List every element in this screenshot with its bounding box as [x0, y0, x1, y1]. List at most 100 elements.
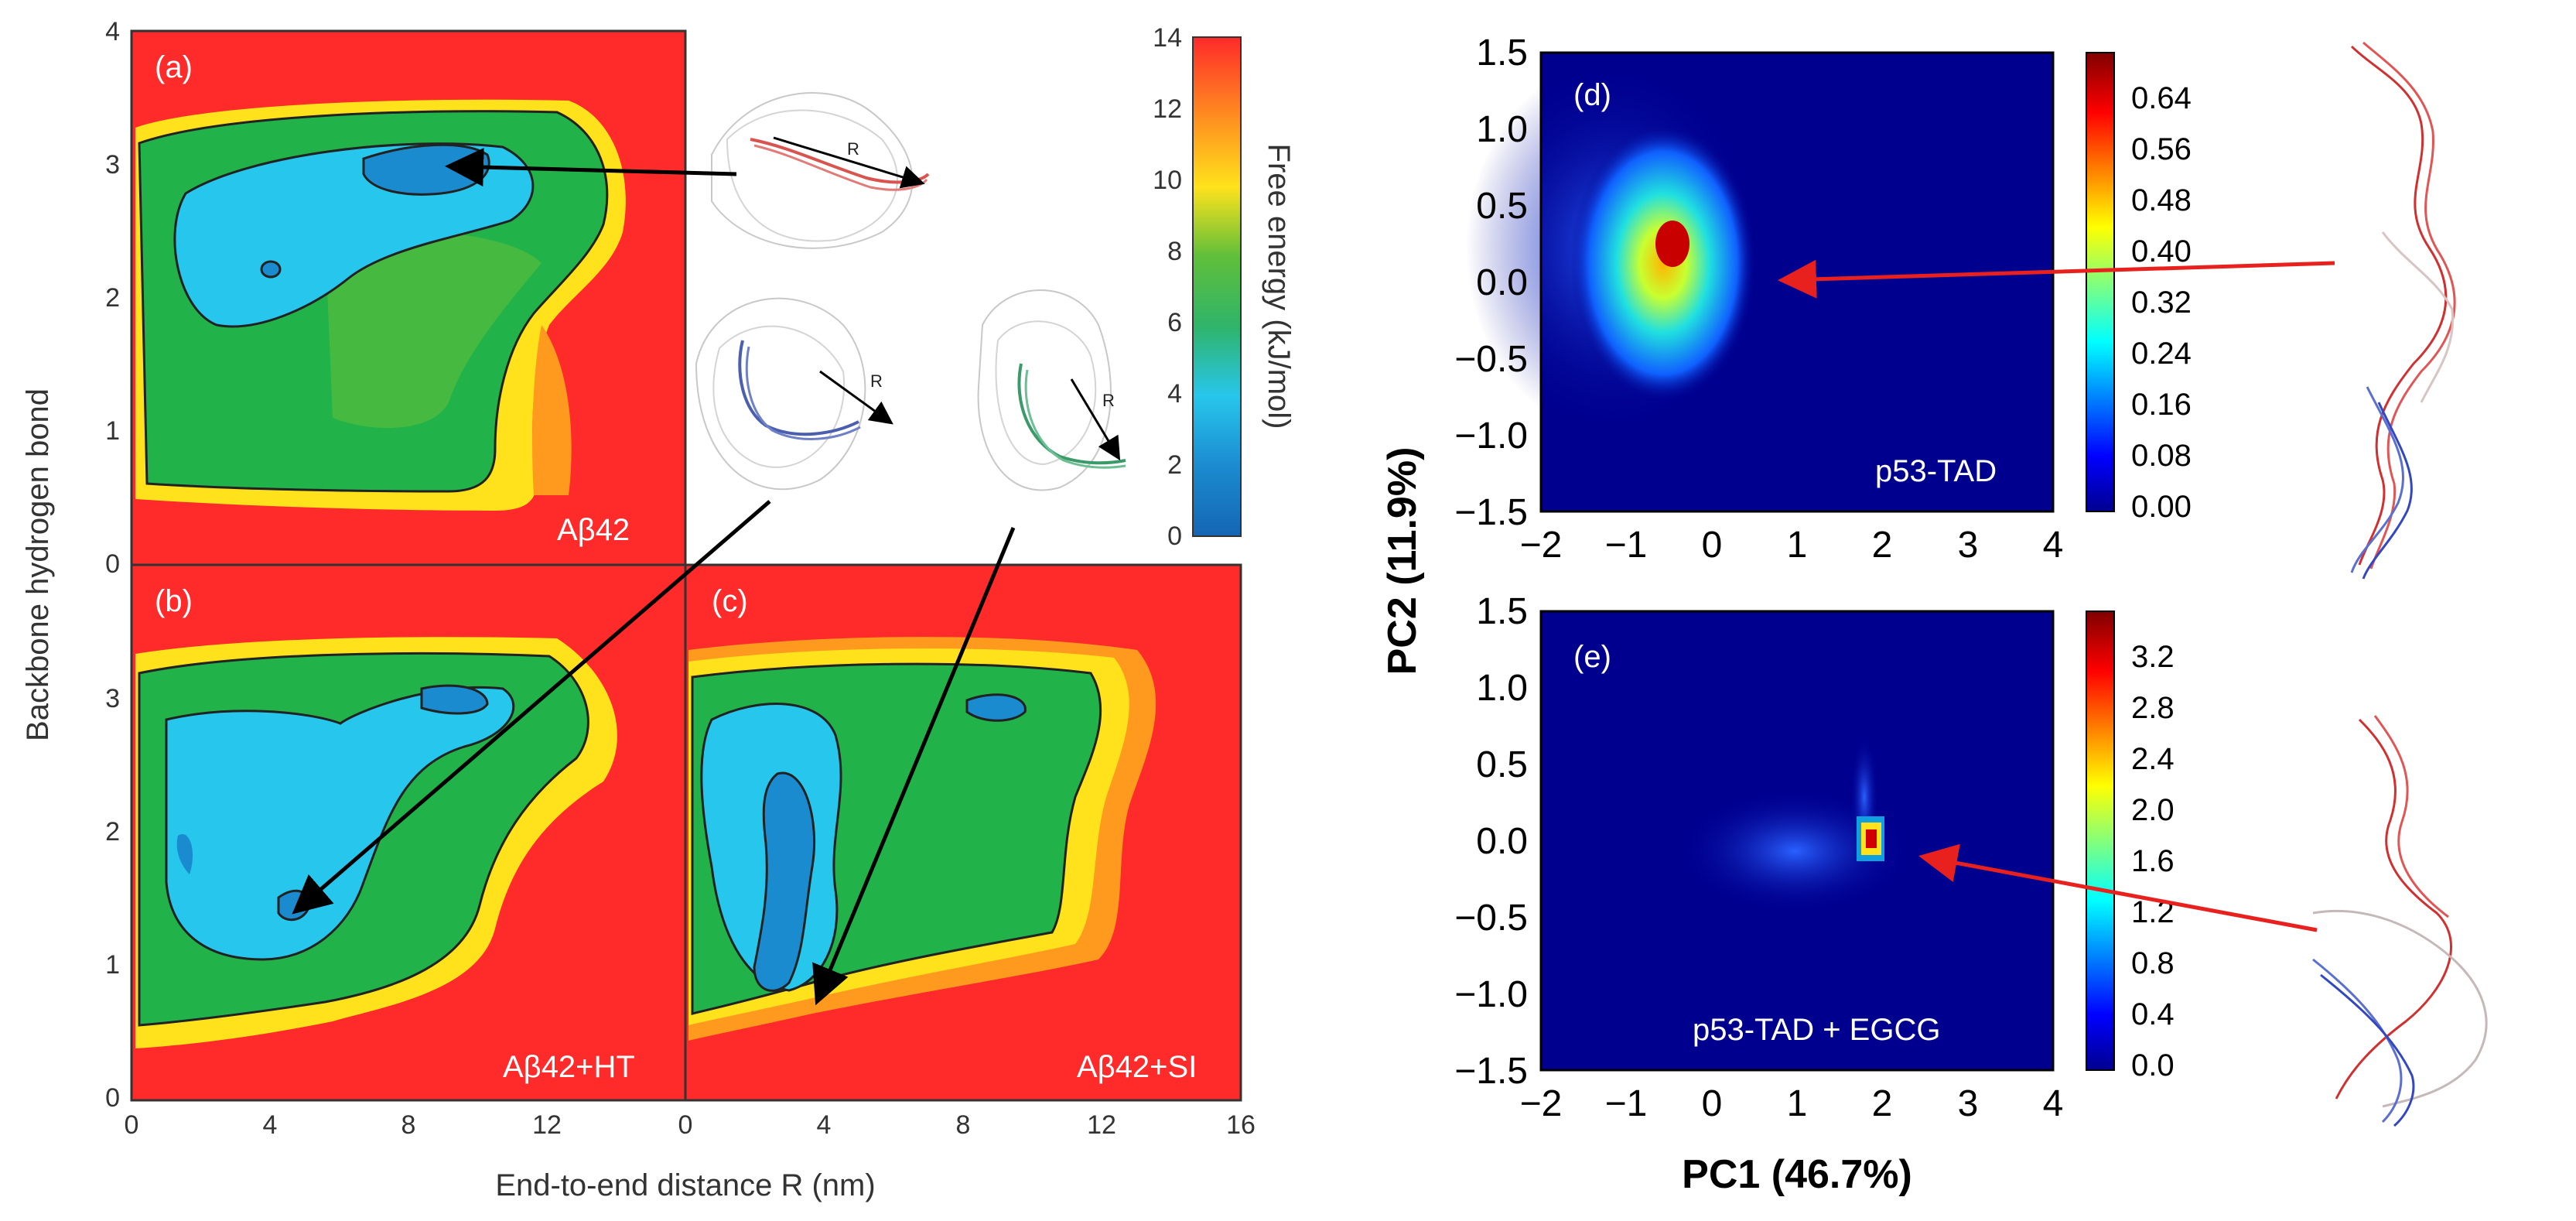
- y-ticks-e: 1.5 1.0 0.5 0.0 −0.5 −1.0 −1.5: [1454, 591, 1528, 1092]
- cb-d-tick-056: 0.56: [2131, 132, 2192, 166]
- colorbar-e: 3.2 2.8 2.4 2.0 1.6 1.2 0.8 0.4 0.0: [2086, 610, 2175, 1082]
- contour-c-blue2: [965, 693, 1027, 722]
- r-arrow-b: [819, 370, 893, 425]
- y-tick-d-6: −1.5: [1454, 492, 1528, 533]
- panel-e-name: p53-TAD + EGCG: [1693, 1013, 1940, 1047]
- x-tick-b-8: 8: [401, 1110, 416, 1140]
- panel-c-label: (c): [712, 584, 748, 618]
- panel-e-peak-inner: [1866, 829, 1877, 848]
- y-tick-b-0: 0: [105, 1083, 120, 1113]
- pointer-arrows-right: [1778, 259, 2335, 932]
- contour-a-lightgreen: [325, 229, 542, 429]
- colorbar-d-ticks: 0.64 0.56 0.48 0.40 0.32 0.24 0.16 0.08 …: [2131, 81, 2192, 524]
- x-tick-e-1: −1: [1605, 1083, 1648, 1124]
- y-ticks-b: 3 2 1 0: [105, 684, 120, 1113]
- structure-right-bottom: [2312, 715, 2488, 1127]
- panel-d-name: p53-TAD: [1875, 454, 1997, 488]
- x-tick-d-5: 3: [1958, 525, 1979, 566]
- right-y-axis-label: PC2 (11.9%): [1380, 447, 1425, 675]
- x-ticks-c: 0 4 8 12 16: [678, 1110, 1256, 1140]
- y-tick-d-2: 0.5: [1476, 186, 1528, 227]
- x-tick-e-2: 0: [1702, 1083, 1723, 1124]
- y-tick-a-0: 0: [105, 549, 120, 579]
- y-tick-e-4: −0.5: [1454, 898, 1528, 939]
- panel-a: (a) Aβ42: [130, 29, 687, 566]
- x-tick-d-1: −1: [1605, 525, 1648, 566]
- x-tick-b-0: 0: [125, 1110, 139, 1140]
- cb-e-tick-08: 0.8: [2131, 946, 2175, 980]
- cb-d-tick-040: 0.40: [2131, 234, 2192, 268]
- colorbar-e-ticks: 3.2 2.8 2.4 2.0 1.6 1.2 0.8 0.4 0.0: [2131, 640, 2175, 1082]
- cb-d-tick-008: 0.08: [2131, 439, 2192, 473]
- cb-d-tick-064: 0.64: [2131, 81, 2192, 115]
- x-tick-c-16: 16: [1226, 1110, 1256, 1140]
- cb-d-tick-048: 0.48: [2131, 183, 2192, 217]
- cb-free-tick-2: 2: [1167, 450, 1182, 480]
- free-energy-label: Free energy (kJ/mol): [1262, 144, 1296, 429]
- r-label-c: R: [1102, 391, 1115, 410]
- r-label-a: R: [847, 139, 859, 159]
- x-tick-c-0: 0: [678, 1110, 693, 1140]
- cb-e-tick-00: 0.0: [2131, 1048, 2175, 1082]
- r-label-b: R: [870, 371, 883, 391]
- y-tick-e-0: 1.5: [1476, 591, 1528, 632]
- y-tick-a-1: 1: [105, 416, 120, 446]
- structure-inset-a: [711, 92, 930, 249]
- free-energy-ticks: 14 12 10 8 6 4 2 0: [1153, 23, 1182, 551]
- y-tick-a-4: 4: [105, 17, 120, 46]
- colorbar-d: 0.64 0.56 0.48 0.40 0.32 0.24 0.16 0.08 …: [2086, 52, 2192, 524]
- y-tick-a-3: 3: [105, 150, 120, 180]
- right-axes: 1.5 1.0 0.5 0.0 −0.5 −1.0 −1.5 −2 −1 0 1…: [1380, 32, 2063, 1197]
- contour-b-blue1: [420, 684, 489, 715]
- y-tick-a-2: 2: [105, 283, 120, 313]
- panel-e: (e) p53-TAD + EGCG: [1539, 610, 2055, 1072]
- cb-free-tick-4: 4: [1167, 379, 1182, 409]
- contour-c-blue1: [753, 771, 815, 992]
- cb-e-tick-32: 3.2: [2131, 640, 2175, 674]
- y-tick-d-0: 1.5: [1476, 32, 1528, 74]
- panel-c-name: Aβ42+SI: [1077, 1050, 1197, 1084]
- right-x-axis-label: PC1 (46.7%): [1682, 1152, 1912, 1197]
- x-tick-b-12: 12: [532, 1110, 562, 1140]
- y-tick-d-1: 1.0: [1476, 109, 1528, 150]
- panel-e-label: (e): [1573, 640, 1611, 674]
- x-tick-d-4: 2: [1872, 525, 1893, 566]
- cb-free-tick-12: 12: [1153, 94, 1182, 124]
- x-tick-e-3: 1: [1787, 1083, 1808, 1124]
- y-tick-b-2: 2: [105, 817, 120, 846]
- free-energy-colorbar-bar: [1192, 36, 1242, 537]
- x-tick-e-5: 3: [1958, 1083, 1979, 1124]
- x-ticks-d: −2 −1 0 1 2 3 4: [1520, 525, 2064, 566]
- cb-free-tick-10: 10: [1153, 166, 1182, 195]
- x-ticks-b: 0 4 8 12: [125, 1110, 562, 1140]
- panel-d-label: (d): [1573, 78, 1611, 112]
- x-tick-e-4: 2: [1872, 1083, 1893, 1124]
- contour-b-cyan: [165, 686, 515, 961]
- x-tick-c-12: 12: [1087, 1110, 1116, 1140]
- free-energy-colorbar: 14 12 10 8 6 4 2 0 Free energy (kJ/mol): [1153, 23, 1296, 551]
- arrow-inset-c-to-min: [812, 527, 1016, 1006]
- x-tick-c-8: 8: [956, 1110, 971, 1140]
- arrow-inset-b-to-min: [292, 500, 771, 915]
- contour-b-blue3: [176, 834, 193, 874]
- panel-d: (d) p53-TAD: [1466, 51, 2055, 513]
- cb-free-tick-14: 14: [1153, 23, 1182, 53]
- y-tick-d-3: 0.0: [1476, 262, 1528, 303]
- pointer-arrows-left: [292, 148, 1016, 1006]
- panel-b: (b) Aβ42+HT: [130, 563, 687, 1102]
- cb-d-tick-016: 0.16: [2131, 388, 2192, 422]
- x-tick-b-4: 4: [263, 1110, 278, 1140]
- contour-a-min2: [260, 260, 282, 279]
- cb-free-tick-6: 6: [1167, 308, 1182, 337]
- panel-d-peak: [1655, 221, 1689, 267]
- panel-a-label: (a): [155, 50, 193, 84]
- structure-inset-c: [977, 289, 1126, 491]
- arrow-structure-to-e: [1918, 843, 2318, 932]
- panel-b-label: (b): [155, 584, 193, 618]
- y-tick-e-3: 0.0: [1476, 821, 1528, 862]
- x-tick-d-0: −2: [1520, 525, 1563, 566]
- y-tick-e-6: −1.5: [1454, 1051, 1528, 1092]
- y-tick-e-5: −1.0: [1454, 974, 1528, 1015]
- x-tick-d-2: 0: [1702, 525, 1723, 566]
- arrow-structure-to-d: [1778, 259, 2335, 299]
